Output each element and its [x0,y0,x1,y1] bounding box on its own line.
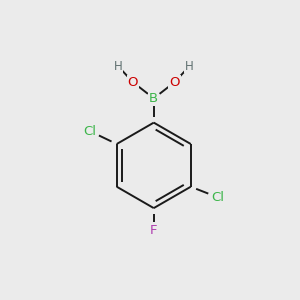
Text: H: H [114,59,122,73]
Text: O: O [128,76,138,89]
Text: Cl: Cl [84,125,97,138]
Text: F: F [150,224,158,236]
Text: H: H [185,59,194,73]
Text: O: O [169,76,180,89]
Text: B: B [149,92,158,105]
Text: Cl: Cl [211,190,224,204]
